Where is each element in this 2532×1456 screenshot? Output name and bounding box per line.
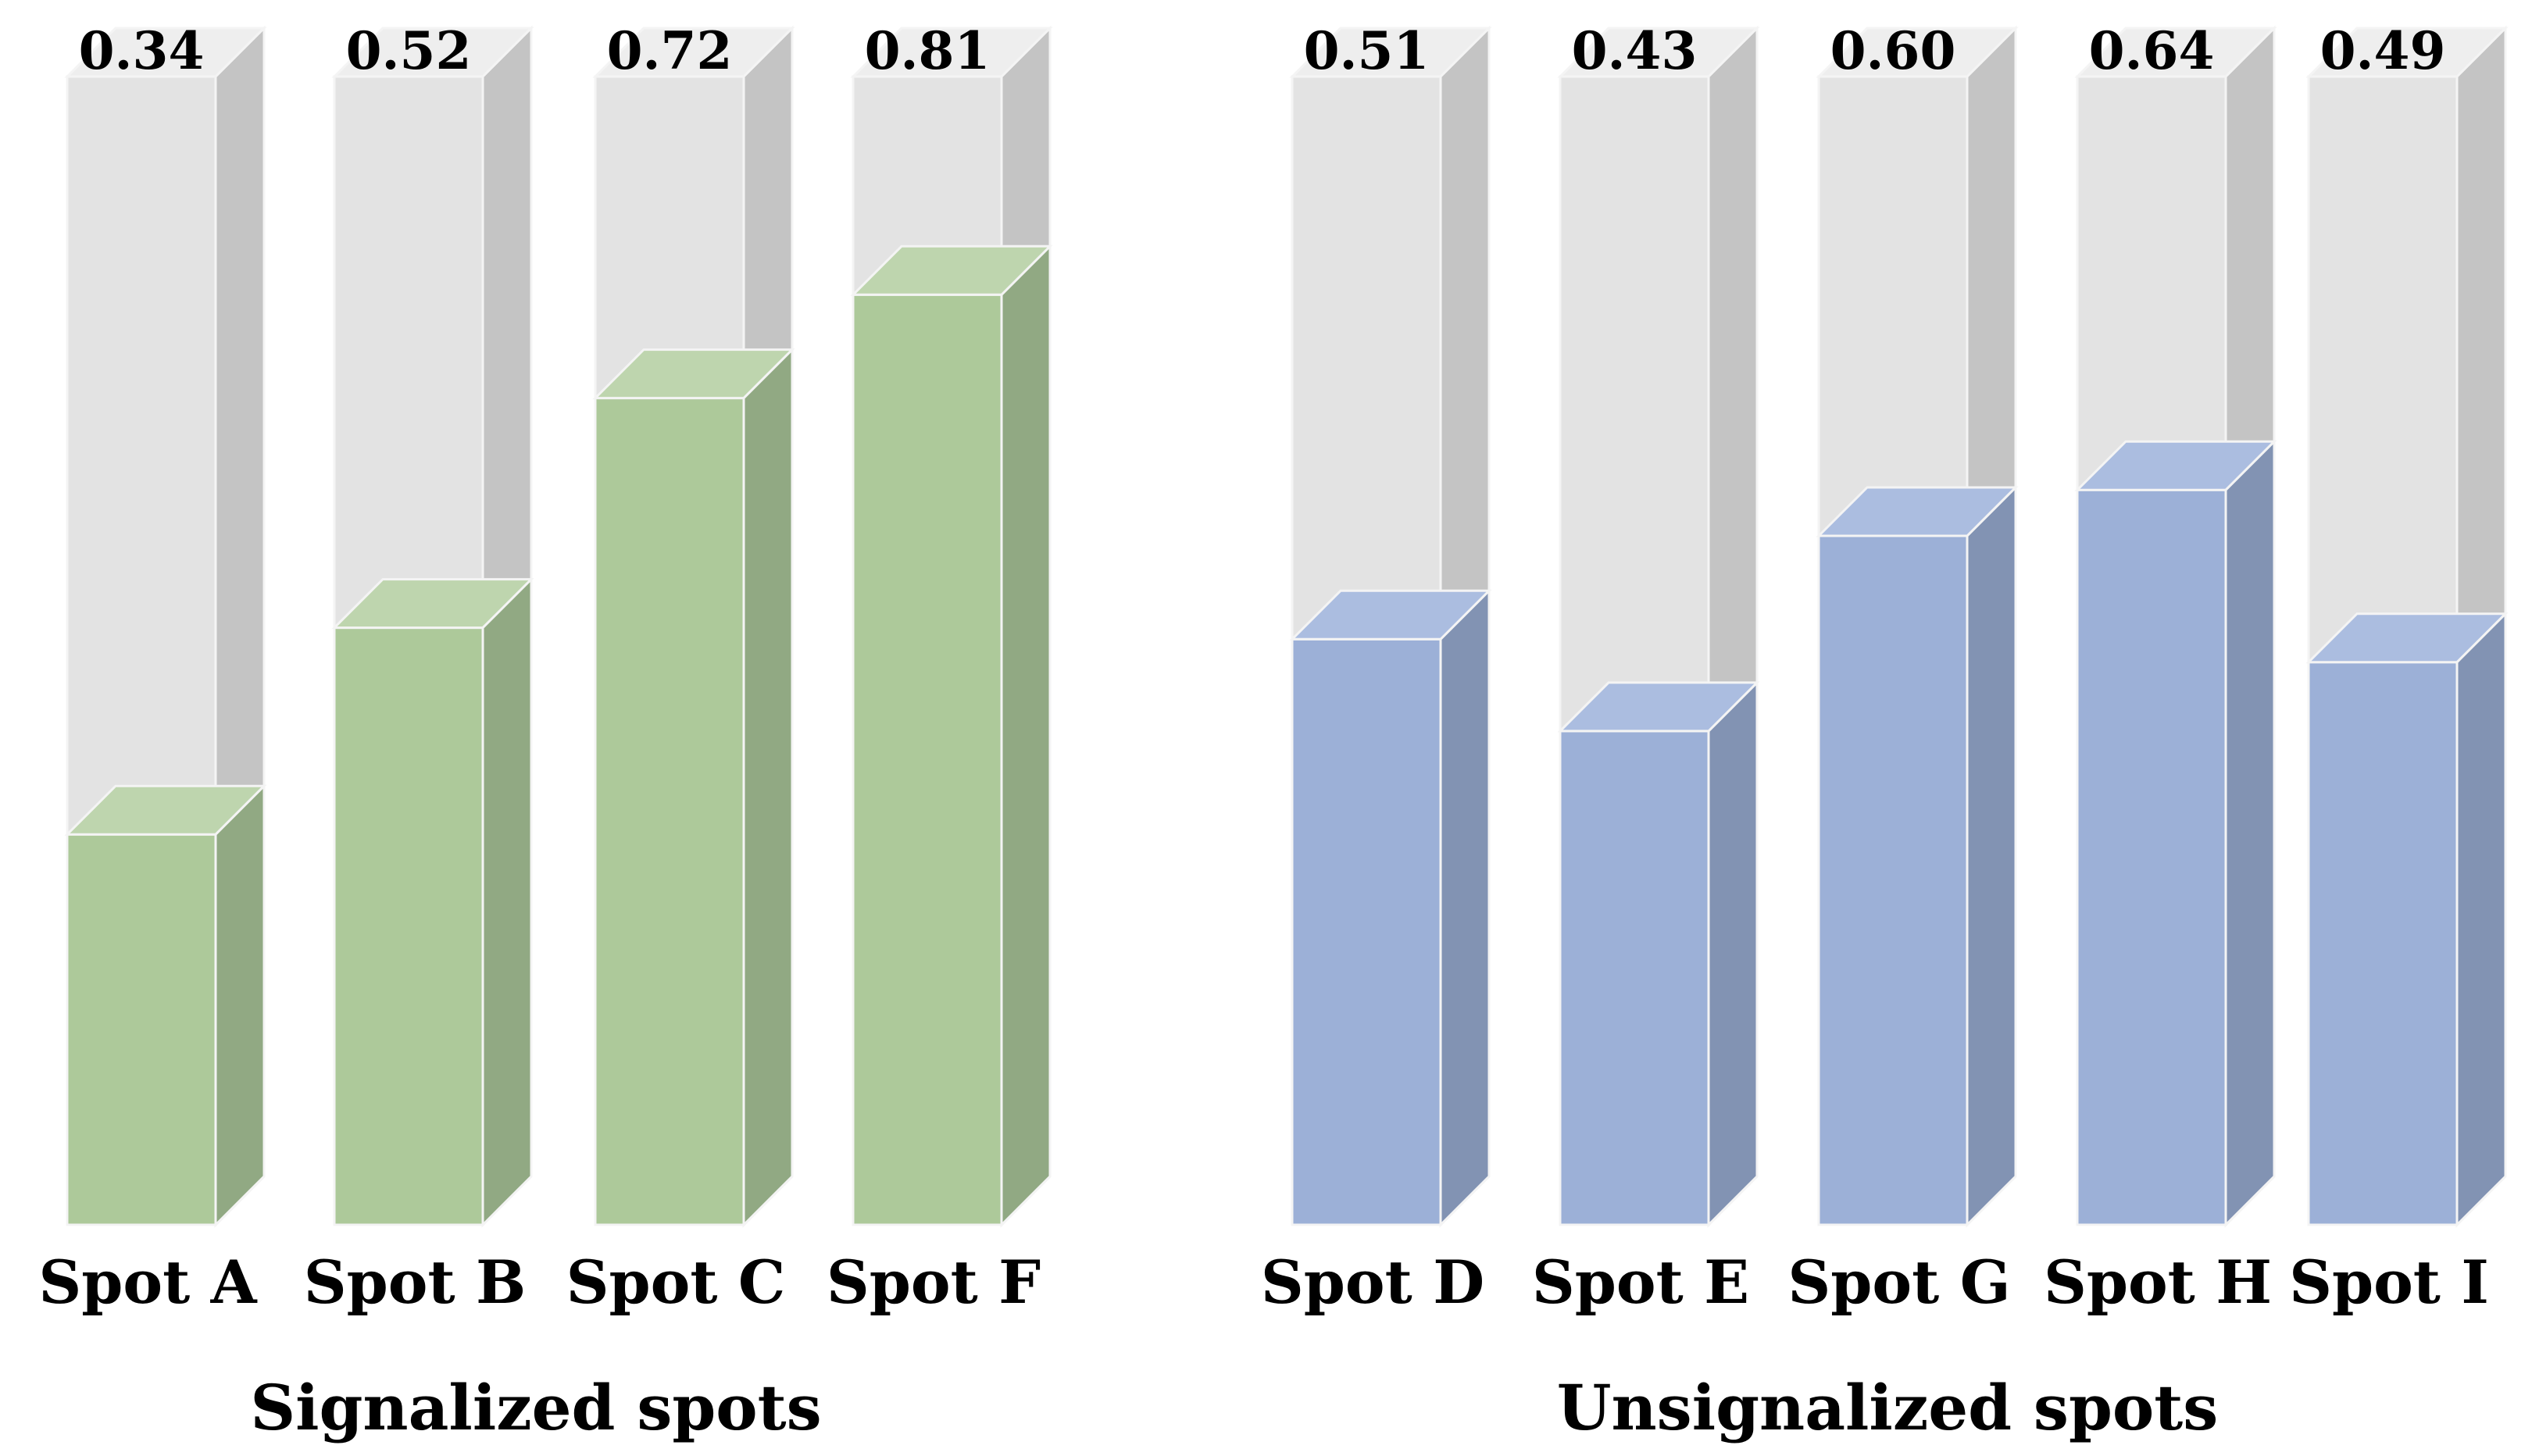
value-label-spot-c: 0.72 — [607, 20, 733, 81]
category-label-spot-g: Spot G — [1787, 1247, 2010, 1317]
value-label-spot-f: 0.81 — [865, 20, 991, 81]
bar-spot-i-side — [2455, 611, 2507, 1228]
signalized-panel: 0.34 Spot A 0.52 Spot B 0.72 Spot C 0.81 Spot F… — [38, 20, 1053, 1444]
bar-spot-g-side — [1966, 484, 2017, 1228]
bar-spot-c-side — [742, 346, 794, 1228]
bar-spot-h-top — [2074, 440, 2277, 491]
category-label-spot-d: Spot D — [1261, 1247, 1484, 1317]
bar-group-spot-c: 0.72 Spot C — [566, 20, 795, 1317]
bar-spot-e-side — [1707, 680, 1759, 1228]
bar-spot-b-front — [333, 626, 484, 1226]
track-spot-a-top — [64, 27, 267, 78]
bar-group-spot-h: 0.64 Spot H — [2044, 20, 2277, 1317]
track-spot-g-top — [1816, 27, 2019, 78]
bar-spot-d-top — [1289, 589, 1492, 641]
track-spot-i-top — [2305, 27, 2509, 78]
category-label-spot-f: Spot F — [827, 1247, 1041, 1317]
category-label-spot-b: Spot B — [304, 1247, 527, 1317]
signalized-title: Signalized spots — [250, 1371, 821, 1444]
category-label-spot-h: Spot H — [2044, 1247, 2272, 1317]
category-label-spot-a: Spot A — [38, 1247, 257, 1317]
track-spot-e-top — [1557, 27, 1760, 78]
track-spot-d-top — [1289, 27, 1492, 78]
bar-spot-g-top — [1816, 486, 2019, 537]
value-label-spot-g: 0.60 — [1830, 20, 1956, 81]
value-label-spot-h: 0.64 — [2089, 20, 2215, 81]
bar-group-spot-g: 0.60 Spot G — [1787, 20, 2019, 1317]
bar-group-spot-i: 0.49 Spot I — [2289, 20, 2509, 1317]
bar-spot-e-top — [1557, 681, 1760, 733]
bar-spot-b-top — [331, 578, 534, 630]
bar-spot-c-front — [594, 397, 745, 1226]
unsignalized-title: Unsignalized spots — [1557, 1371, 2219, 1444]
value-label-spot-a: 0.34 — [79, 20, 205, 81]
bar-spot-c-top — [592, 348, 795, 400]
bar-group-spot-b: 0.52 Spot B — [304, 20, 534, 1317]
category-label-spot-c: Spot C — [566, 1247, 786, 1317]
track-spot-b-top — [331, 27, 534, 78]
bar-spot-h-front — [2076, 488, 2227, 1226]
bar-spot-i-front — [2307, 661, 2459, 1226]
bar-group-spot-e: 0.43 Spot E — [1532, 20, 1760, 1317]
track-spot-c-top — [592, 27, 795, 78]
bar-spot-e-front — [1559, 730, 1710, 1226]
bar-spot-d-front — [1291, 637, 1442, 1226]
bar-spot-d-side — [1439, 587, 1491, 1228]
track-spot-f-top — [850, 27, 1053, 78]
value-label-spot-i: 0.49 — [2320, 20, 2446, 81]
category-label-spot-e: Spot E — [1532, 1247, 1749, 1317]
unsignalized-panel: 0.51 Spot D 0.43 Spot E 0.60 Spot G 0.64 Spot H… — [1261, 20, 2509, 1444]
track-spot-h-top — [2074, 27, 2277, 78]
bar-group-spot-f: 0.81 Spot F — [827, 20, 1053, 1317]
bar-spot-i-top — [2305, 612, 2509, 664]
bar-spot-f-front — [852, 293, 1003, 1226]
bar-group-spot-a: 0.34 Spot A — [38, 20, 267, 1317]
bar-spot-g-front — [1817, 534, 1969, 1226]
bar-spot-a-front — [66, 833, 217, 1226]
bar-spot-a-top — [64, 784, 267, 836]
bar-spot-b-side — [481, 576, 533, 1228]
category-label-spot-i: Spot I — [2289, 1247, 2489, 1317]
bar-spot-f-top — [850, 244, 1053, 296]
value-label-spot-b: 0.52 — [346, 20, 472, 81]
bar-spot-f-side — [1000, 243, 1052, 1228]
bar-group-spot-d: 0.51 Spot D — [1261, 20, 1492, 1317]
bar-spot-h-side — [2224, 438, 2276, 1228]
bar-spot-a-side — [214, 783, 266, 1228]
value-label-spot-e: 0.43 — [1572, 20, 1698, 81]
value-label-spot-d: 0.51 — [1304, 20, 1430, 81]
